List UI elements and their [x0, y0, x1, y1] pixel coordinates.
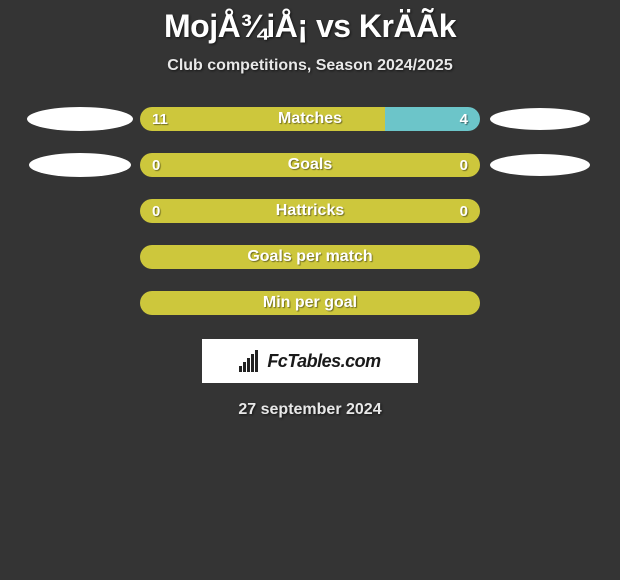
bar-label: Goals per match: [247, 248, 372, 266]
left-side: [20, 107, 140, 131]
date-label: 27 september 2024: [0, 401, 620, 419]
segment-right: 0: [466, 153, 480, 177]
stats-card: MojÅ¾iÅ¡ vs KrÄÃ­k Club competitions, Se…: [0, 0, 620, 419]
right-value: 0: [460, 157, 468, 174]
left-ellipse-icon: [27, 107, 133, 131]
stat-bar-goals-per-match: Goals per match: [140, 245, 480, 269]
right-side: [480, 108, 600, 130]
right-side: [480, 154, 600, 176]
right-value: 4: [460, 111, 468, 128]
bar-label: Goals: [288, 156, 332, 174]
subtitle: Club competitions, Season 2024/2025: [0, 57, 620, 75]
stat-row-matches: 11 4 Matches: [0, 107, 620, 131]
right-value: 0: [460, 203, 468, 220]
stat-rows: 114Matches00Goals00HattricksGoals per ma…: [0, 107, 620, 315]
right-ellipse-icon: [490, 108, 590, 130]
stat-bar-matches: 11 4 Matches: [140, 107, 480, 131]
stat-bar-goals: 00Goals: [140, 153, 480, 177]
brand-text: FcTables.com: [267, 351, 380, 372]
stat-bar-hattricks: 00Hattricks: [140, 199, 480, 223]
bar-label: Hattricks: [276, 202, 344, 220]
bar-label: Min per goal: [263, 294, 357, 312]
left-value: 11: [152, 111, 168, 128]
left-value: 0: [152, 203, 160, 220]
segment-right: 0: [466, 199, 480, 223]
stat-bar-min-per-goal: Min per goal: [140, 291, 480, 315]
segment-right: [468, 291, 480, 315]
stat-row-goals-per-match: Goals per match: [0, 245, 620, 269]
page-title: MojÅ¾iÅ¡ vs KrÄÃ­k: [0, 8, 620, 45]
segment-left: 11: [140, 107, 385, 131]
left-value: 0: [152, 157, 160, 174]
stat-row-hattricks: 00Hattricks: [0, 199, 620, 223]
brand-box[interactable]: FcTables.com: [202, 339, 418, 383]
right-ellipse-icon: [490, 154, 590, 176]
stat-row-min-per-goal: Min per goal: [0, 291, 620, 315]
segment-right: 4: [385, 107, 480, 131]
left-side: [20, 153, 140, 177]
left-ellipse-icon: [29, 153, 131, 177]
bar-label: Matches: [278, 110, 342, 128]
segment-right: [468, 245, 480, 269]
bar-chart-icon: [239, 350, 261, 372]
stat-row-goals: 00Goals: [0, 153, 620, 177]
